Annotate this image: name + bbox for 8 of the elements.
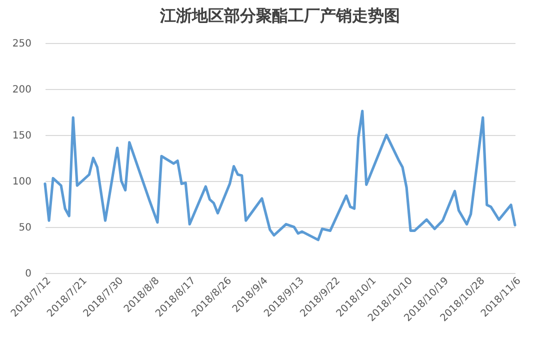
chart-title: 江浙地区部分聚酯工厂产销走势图 (159, 6, 400, 25)
y-tick-label: 200 (12, 84, 32, 96)
y-tick-label: 50 (18, 222, 32, 234)
y-tick-label: 0 (25, 268, 32, 280)
y-tick-label: 250 (12, 38, 32, 50)
y-tick-label: 150 (12, 130, 32, 142)
y-tick-label: 100 (12, 176, 32, 188)
line-series (44, 110, 516, 242)
